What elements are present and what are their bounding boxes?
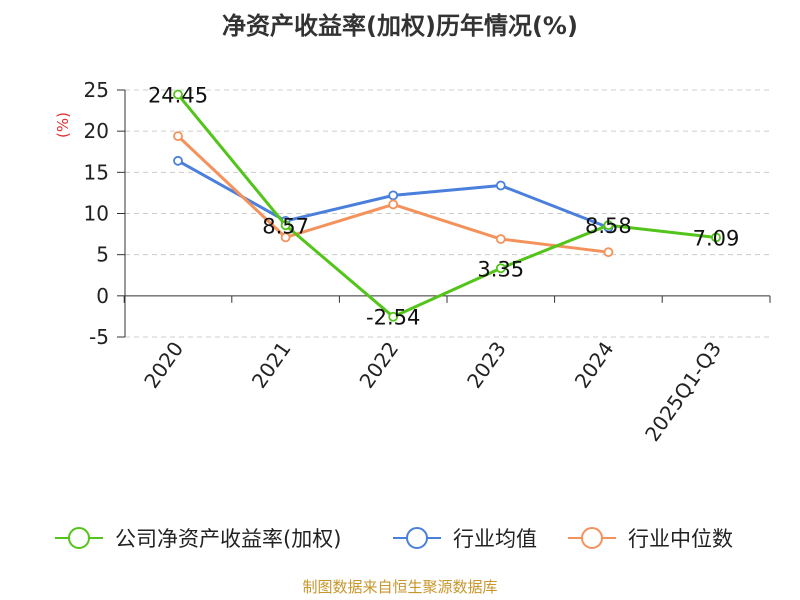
y-tick-label: -5 (89, 325, 109, 349)
data-point (388, 311, 399, 322)
data-point (388, 199, 399, 210)
y-tick-label: 0 (96, 284, 109, 308)
data-point (173, 89, 183, 100)
legend-label: 行业均值 (453, 527, 537, 551)
series (173, 89, 721, 322)
x-tick-label: 2021 (247, 337, 296, 392)
data-point (711, 232, 721, 243)
data-label: 8.57 (262, 214, 309, 238)
data-point (280, 220, 291, 231)
data-point (603, 220, 614, 231)
y-tick-label: 10 (84, 202, 109, 226)
data-label: 7.09 (693, 226, 740, 250)
y-axis-label: (%) (54, 112, 72, 138)
data-point (173, 155, 183, 166)
series-line (176, 93, 717, 319)
legend-swatch-marker (581, 527, 603, 549)
data-label: 8.58 (585, 214, 632, 238)
data-label: 3.35 (477, 257, 524, 281)
data-point (280, 232, 291, 243)
axes: 25 20 15 10 5 0 -5 2020 2021 2022 2023 2024 2025Q1-Q… (84, 78, 771, 446)
data-labels: 24.45 8.57 -2.54 3.35 8.58 7.09 (148, 84, 739, 330)
legend-swatch-marker (68, 527, 90, 549)
legend-label: 公司净资产收益率(加权) (115, 527, 341, 551)
data-point (495, 180, 506, 191)
x-tick-label: 2022 (354, 337, 403, 392)
source-footer: 制图数据来自恒生聚源数据库 (302, 578, 497, 596)
y-tick-label: 20 (84, 119, 109, 143)
x-tick-label: 2023 (462, 337, 511, 392)
x-tick-label: 2025Q1-Q3 (640, 337, 726, 446)
chart-title: 净资产收益率(加权)历年情况(%) (222, 12, 578, 40)
x-tick-label: 2020 (139, 337, 188, 392)
data-label: -2.54 (366, 306, 420, 330)
data-point (495, 263, 506, 274)
data-point (495, 234, 506, 244)
y-tick-label: 15 (84, 160, 109, 184)
y-tick-label: 25 (84, 78, 109, 102)
x-tick-label: 2024 (570, 337, 619, 392)
legend-swatch-marker (406, 527, 428, 549)
legend-label: 行业中位数 (628, 527, 733, 551)
y-tick-label: 5 (96, 243, 109, 267)
legend: 公司净资产收益率(加权) 行业均值 行业中位数 (55, 527, 733, 551)
data-label: 24.45 (148, 84, 208, 108)
data-point (388, 190, 399, 201)
data-point (173, 131, 183, 142)
data-point (603, 247, 614, 258)
